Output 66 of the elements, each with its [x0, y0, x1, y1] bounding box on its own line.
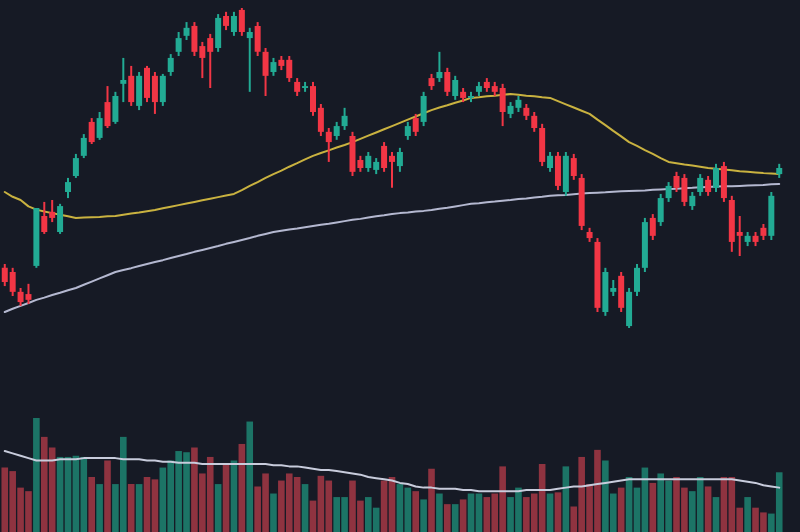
- candlestick: [657, 192, 664, 227]
- candlestick: [49, 199, 56, 224]
- candlestick: [238, 7, 245, 37]
- candlestick: [1, 263, 8, 288]
- candlestick: [562, 151, 569, 197]
- candlestick: [681, 173, 688, 208]
- candlestick: [159, 72, 166, 107]
- candlestick: [705, 175, 712, 197]
- candlestick: [570, 152, 577, 181]
- candlestick: [120, 56, 127, 104]
- candlestick: [641, 216, 648, 273]
- candlestick: [444, 66, 451, 97]
- candlestick: [223, 10, 230, 32]
- candlestick: [144, 64, 151, 104]
- candlestick: [412, 112, 419, 137]
- candlestick: [175, 31, 182, 57]
- candlestick: [649, 213, 656, 241]
- candlestick: [41, 200, 48, 235]
- candlestick: [167, 53, 174, 77]
- candlestick: [768, 191, 775, 241]
- candlestick: [25, 282, 32, 305]
- candlestick: [128, 64, 135, 107]
- candlestick: [665, 181, 672, 203]
- candlestick: [262, 47, 269, 97]
- candlestick: [499, 82, 506, 128]
- candlestick: [420, 90, 427, 128]
- candlestick: [436, 50, 443, 83]
- candlestick: [389, 151, 395, 189]
- candlestick: [57, 202, 64, 235]
- candlestick: [618, 271, 625, 313]
- candlestick: [349, 130, 356, 177]
- candlestick: [381, 141, 388, 173]
- candlestick: [341, 106, 348, 131]
- candlestick: [96, 111, 103, 141]
- candlestick: [254, 21, 261, 57]
- candlestick: [531, 111, 538, 133]
- candlestick: [215, 13, 222, 53]
- candlestick: [88, 117, 95, 145]
- candlestick: [72, 152, 79, 179]
- candlestick: [728, 194, 735, 253]
- candlestick: [720, 160, 727, 203]
- candlestick: [230, 10, 237, 37]
- candlestick: [396, 146, 403, 173]
- candlestick: [207, 32, 214, 89]
- candlestick: [104, 85, 111, 129]
- candlestick: [9, 266, 16, 297]
- candlestick: [191, 21, 198, 57]
- candlestick: [633, 263, 640, 297]
- candlestick: [286, 55, 293, 83]
- candlestick: [151, 71, 158, 115]
- candlestick: [452, 74, 459, 101]
- candlestick: [602, 266, 609, 317]
- candlestick: [112, 90, 119, 125]
- candlestick: [80, 133, 87, 160]
- candlestick: [365, 151, 372, 173]
- candlestick: [136, 71, 143, 112]
- candlestick: [547, 151, 554, 173]
- candlestick: [626, 287, 633, 329]
- candlestick: [64, 176, 71, 200]
- candlestick: [554, 151, 561, 192]
- candlestick: [697, 173, 704, 197]
- candlestick: [713, 162, 720, 193]
- candlestick: [325, 127, 332, 163]
- candlestick: [578, 173, 585, 232]
- candlestick: [246, 26, 253, 93]
- candlestick: [539, 122, 546, 168]
